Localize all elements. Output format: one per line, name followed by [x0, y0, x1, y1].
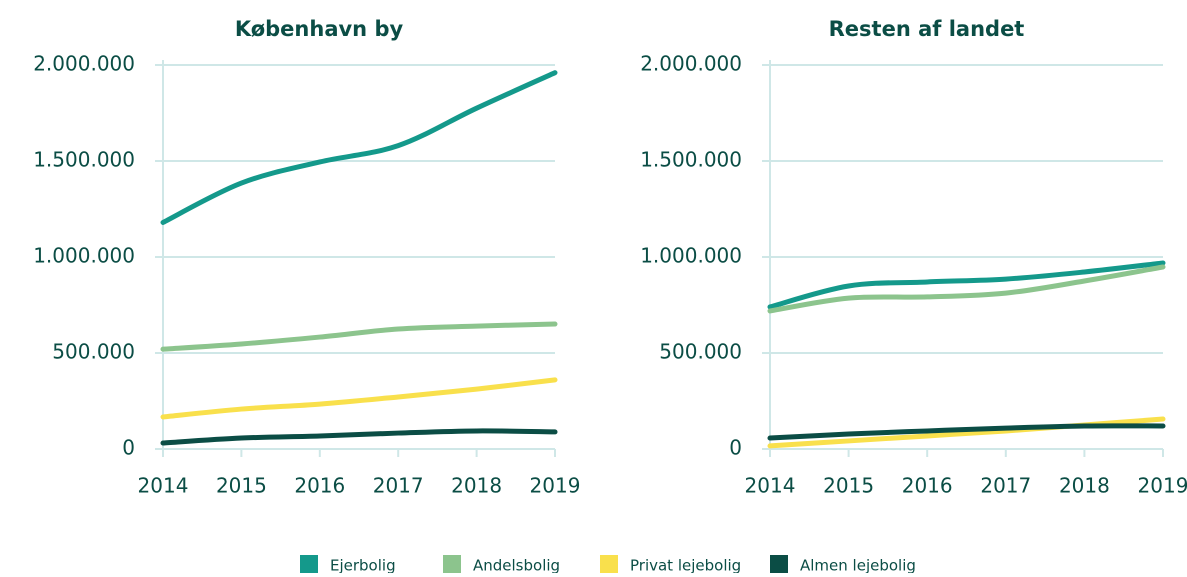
y-tick-label: 0 — [122, 436, 135, 460]
legend-label: Andelsbolig — [473, 557, 560, 574]
x-tick-label: 2019 — [530, 474, 581, 498]
legend-swatch — [300, 555, 318, 573]
x-tick-label: 2014 — [138, 474, 189, 498]
y-tick-label: 0 — [729, 436, 742, 460]
y-tick-label: 500.000 — [659, 340, 742, 364]
line — [767, 423, 1166, 441]
x-tick-label: 2018 — [1059, 474, 1110, 498]
line — [160, 321, 558, 352]
y-tick-label: 1.000.000 — [640, 244, 742, 268]
y-tick-label: 1.000.000 — [33, 244, 135, 268]
line — [160, 70, 558, 225]
line — [160, 377, 558, 420]
x-tick-label: 2019 — [1138, 474, 1187, 498]
x-tick-label: 2014 — [745, 474, 796, 498]
y-tick-label: 1.500.000 — [640, 148, 742, 172]
line — [767, 264, 1166, 314]
chart-title: Resten af landet — [829, 17, 1025, 41]
y-tick-label: 2.000.000 — [33, 52, 135, 76]
x-tick-label: 2015 — [216, 474, 267, 498]
line — [160, 428, 558, 446]
x-tick-label: 2017 — [373, 474, 424, 498]
legend-swatch — [770, 555, 788, 573]
legend-swatch — [443, 555, 461, 573]
y-tick-label: 500.000 — [52, 340, 135, 364]
y-tick-label: 2.000.000 — [640, 52, 742, 76]
x-tick-label: 2016 — [294, 474, 345, 498]
legend-label: Almen lejebolig — [800, 557, 916, 574]
line — [767, 260, 1166, 310]
x-tick-label: 2015 — [823, 474, 874, 498]
chart-title: København by — [235, 17, 404, 41]
x-tick-label: 2018 — [451, 474, 502, 498]
legend-label: Privat lejebolig — [630, 557, 741, 574]
x-tick-label: 2017 — [980, 474, 1031, 498]
legend-label: Ejerbolig — [330, 557, 396, 574]
legend-swatch — [600, 555, 618, 573]
x-tick-label: 2016 — [902, 474, 953, 498]
y-tick-label: 1.500.000 — [33, 148, 135, 172]
